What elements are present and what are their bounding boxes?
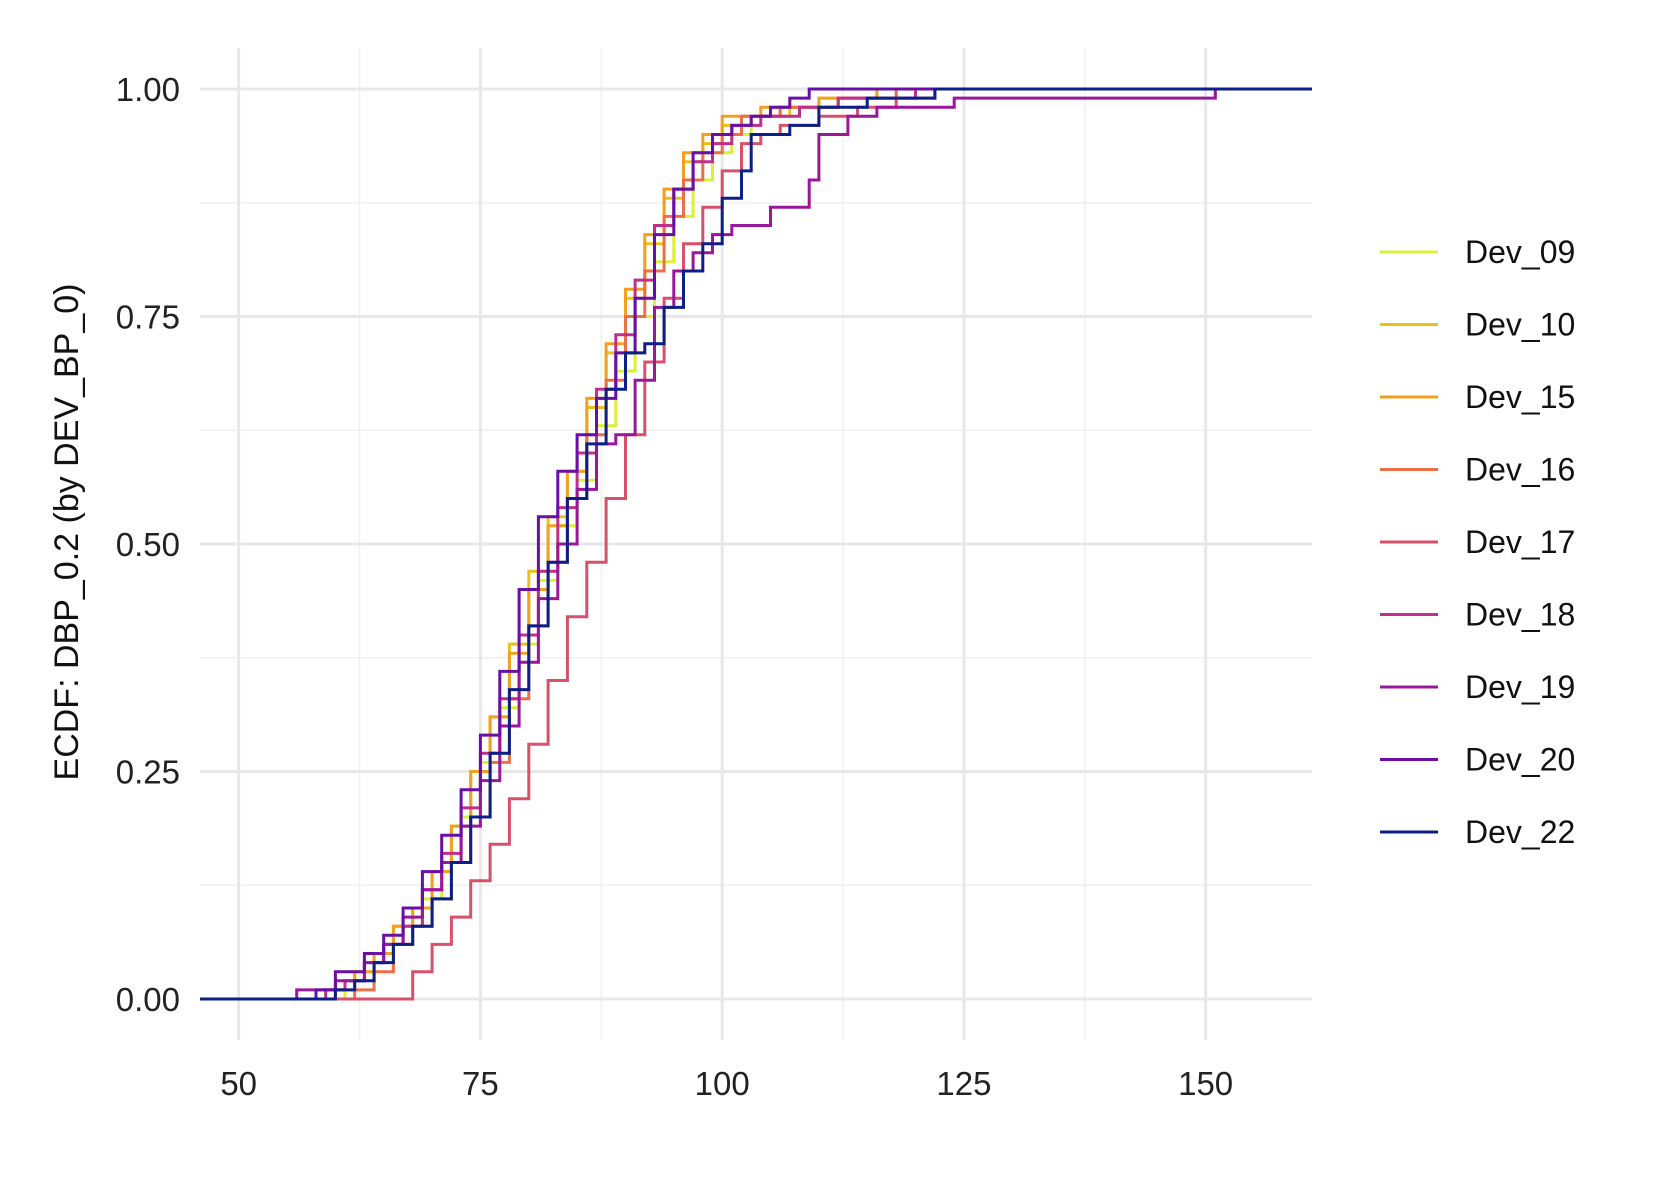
y-tick-label-3: 0.75 — [116, 298, 180, 335]
legend-label-dev-20: Dev_20 — [1465, 742, 1575, 778]
legend-label-dev-18: Dev_18 — [1465, 597, 1575, 633]
y-tick-label-2: 0.50 — [116, 526, 180, 563]
legend-label-dev-09: Dev_09 — [1465, 234, 1575, 270]
legend: Dev_09 Dev_10 Dev_15 Dev_16 Dev_17 Dev_18 Dev_… — [1380, 234, 1575, 850]
legend-label-dev-19: Dev_19 — [1465, 669, 1575, 705]
legend-label-dev-15: Dev_15 — [1465, 379, 1575, 415]
y-axis-tick-labels: 0.00 0.25 0.50 0.75 1.00 — [116, 71, 180, 1018]
y-tick-label-4: 1.00 — [116, 71, 180, 108]
y-tick-label-1: 0.25 — [116, 754, 180, 791]
minor-gridlines — [200, 48, 1312, 1040]
series-line-dev-20 — [200, 87, 1312, 1001]
ecdf-series-lines — [200, 87, 1312, 1001]
x-tick-label-1: 75 — [462, 1065, 499, 1102]
legend-label-dev-16: Dev_16 — [1465, 452, 1575, 488]
legend-label-dev-10: Dev_10 — [1465, 307, 1575, 343]
legend-label-dev-17: Dev_17 — [1465, 524, 1575, 560]
major-gridlines — [200, 48, 1312, 1040]
legend-label-dev-22: Dev_22 — [1465, 814, 1575, 850]
series-line-dev-22 — [200, 87, 1312, 1001]
x-tick-label-2: 100 — [695, 1065, 750, 1102]
x-axis-tick-labels: 50 75 100 125 150 — [220, 1065, 1233, 1102]
x-tick-label-3: 125 — [936, 1065, 991, 1102]
y-tick-label-0: 0.00 — [116, 981, 180, 1018]
y-axis-title: ECDF: DBP_0.2 (by DEV_BP_0) — [48, 284, 86, 781]
x-tick-label-4: 150 — [1178, 1065, 1233, 1102]
x-tick-label-0: 50 — [220, 1065, 257, 1102]
